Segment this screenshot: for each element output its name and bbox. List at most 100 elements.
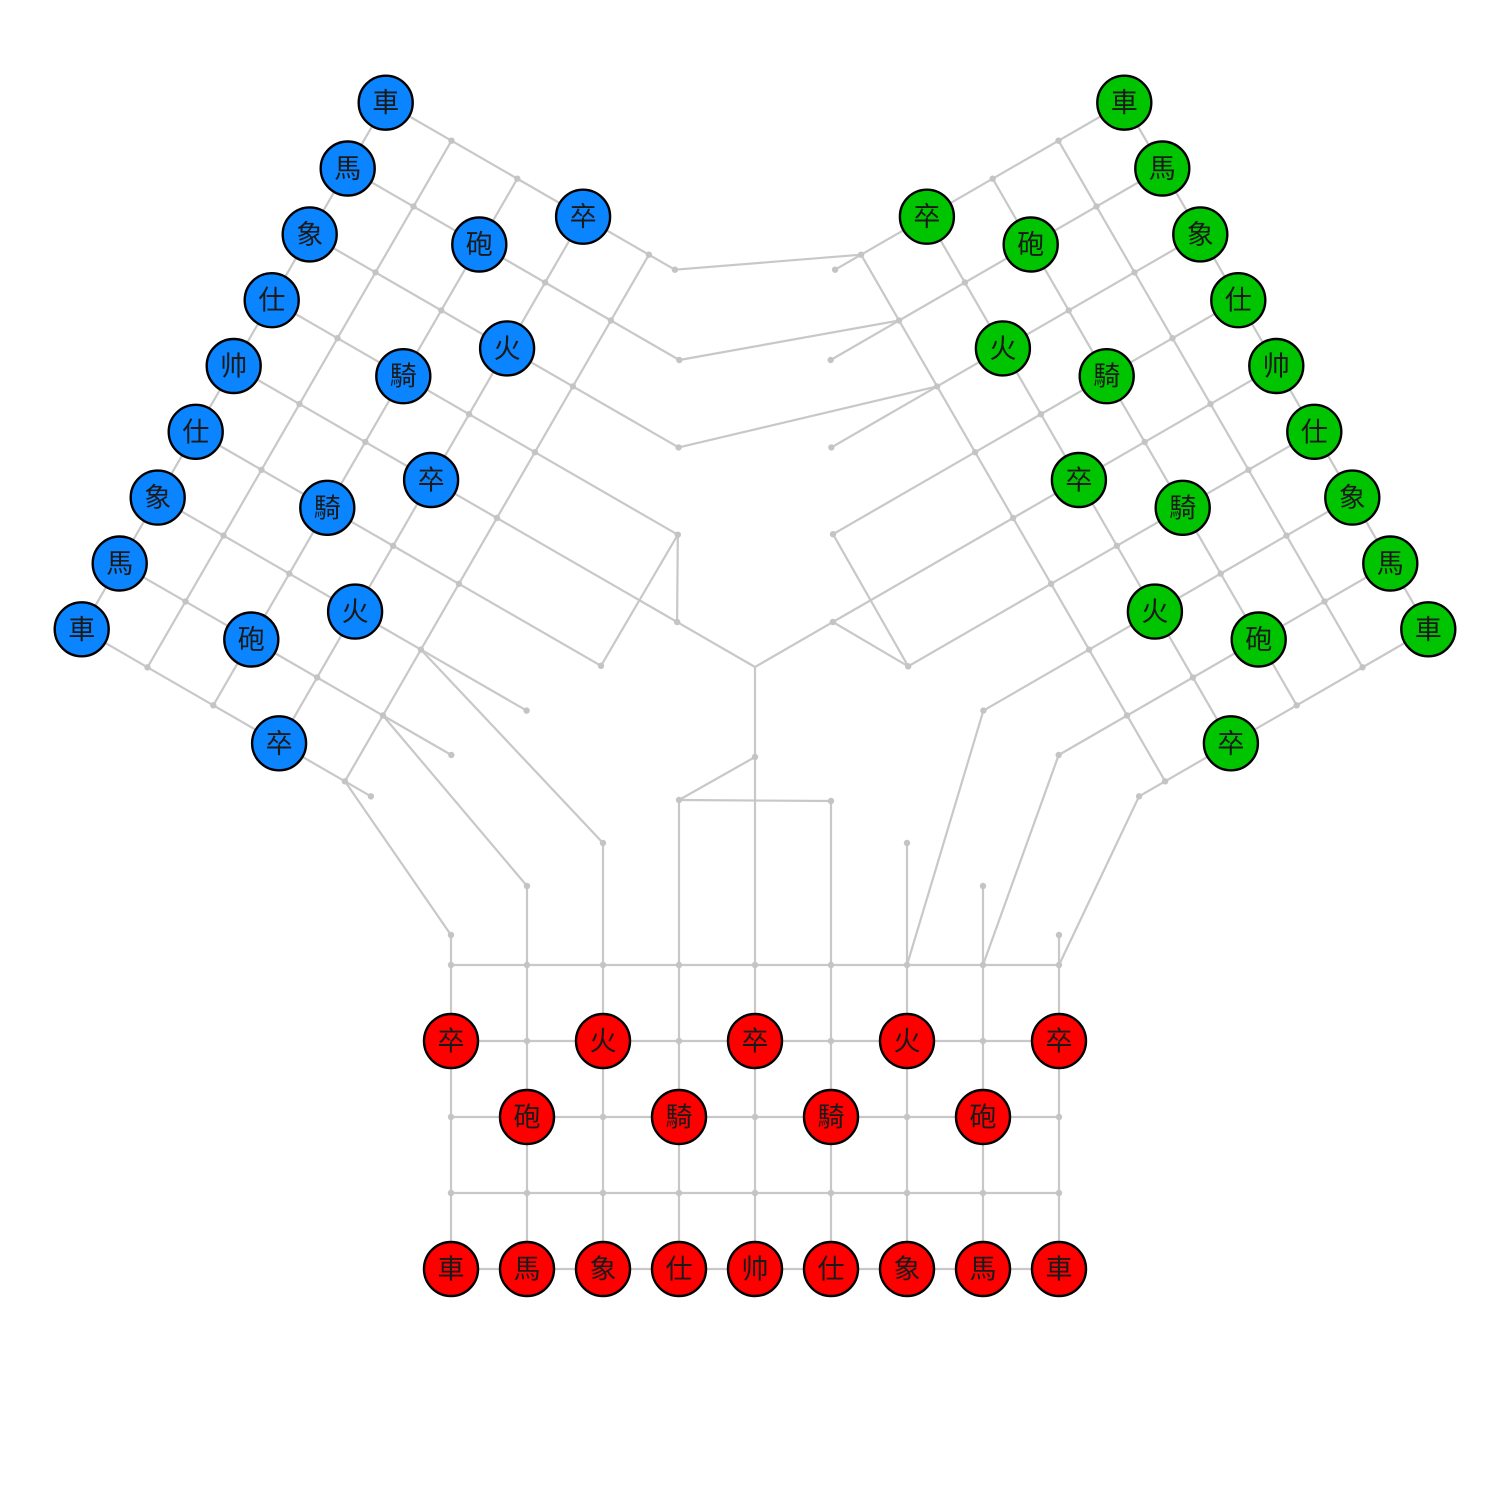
blue-piece-second_rank-2[interactable]: 騎 (299, 479, 356, 536)
grid-point[interactable] (831, 266, 839, 273)
grid-point[interactable] (182, 598, 189, 605)
red-piece-back_rank-3[interactable]: 仕 (650, 1240, 708, 1298)
grid-point[interactable] (933, 383, 941, 390)
red-piece-front_rank-1[interactable]: 火 (574, 1012, 632, 1070)
grid-point[interactable] (1245, 466, 1252, 473)
grid-point[interactable] (1283, 532, 1290, 539)
grid-point[interactable] (827, 797, 835, 805)
grid-point[interactable] (979, 1037, 987, 1045)
grid-point[interactable] (607, 317, 615, 324)
blue-piece-back_rank-1[interactable]: 馬 (319, 140, 376, 197)
grid-point[interactable] (389, 542, 397, 549)
grid-point[interactable] (1037, 411, 1045, 418)
grid-point[interactable] (334, 335, 341, 342)
grid-point[interactable] (523, 961, 531, 969)
green-piece-front_rank-3[interactable]: 火 (974, 320, 1032, 377)
grid-point[interactable] (465, 411, 473, 418)
grid-point[interactable] (341, 778, 349, 785)
grid-point[interactable] (523, 882, 531, 890)
grid-point[interactable] (673, 618, 681, 626)
blue-piece-front_rank-4[interactable]: 卒 (250, 715, 308, 772)
green-piece-back_rank-3[interactable]: 仕 (1286, 403, 1343, 460)
grid-point[interactable] (1321, 598, 1328, 605)
grid-point[interactable] (379, 712, 387, 719)
blue-piece-back_rank-2[interactable]: 象 (281, 206, 338, 263)
grid-point[interactable] (676, 356, 683, 364)
grid-point[interactable] (989, 175, 996, 182)
red-piece-back_rank-8[interactable]: 車 (1030, 1240, 1088, 1298)
red-piece-second_rank-3[interactable]: 砲 (954, 1088, 1012, 1146)
grid-point[interactable] (895, 317, 903, 324)
grid-point[interactable] (979, 1189, 987, 1197)
grid-point[interactable] (1009, 514, 1017, 522)
grid-point[interactable] (448, 751, 455, 759)
grid-point[interactable] (1189, 674, 1197, 681)
grid-point[interactable] (1055, 1113, 1063, 1121)
grid-point[interactable] (829, 618, 837, 626)
red-piece-second_rank-2[interactable]: 騎 (802, 1088, 860, 1146)
grid-point[interactable] (417, 646, 425, 653)
grid-point[interactable] (751, 753, 759, 761)
grid-point[interactable] (447, 1189, 455, 1197)
red-piece-second_rank-1[interactable]: 騎 (650, 1088, 708, 1146)
grid-point[interactable] (367, 793, 375, 800)
grid-point[interactable] (599, 1113, 607, 1121)
grid-point[interactable] (1135, 793, 1143, 800)
red-piece-back_rank-0[interactable]: 車 (422, 1240, 480, 1298)
grid-point[interactable] (296, 400, 303, 408)
green-piece-front_rank-0[interactable]: 卒 (1202, 715, 1260, 772)
red-piece-front_rank-4[interactable]: 卒 (1030, 1012, 1088, 1070)
grid-point[interactable] (675, 1189, 683, 1197)
grid-point[interactable] (979, 882, 987, 890)
green-piece-second_rank-2[interactable]: 騎 (1078, 348, 1135, 405)
grid-point[interactable] (523, 707, 530, 714)
grid-point[interactable] (541, 279, 549, 286)
red-piece-back_rank-5[interactable]: 仕 (802, 1240, 860, 1298)
grid-point[interactable] (1131, 269, 1138, 276)
grid-point[interactable] (1161, 778, 1169, 785)
blue-piece-second_rank-0[interactable]: 砲 (451, 216, 508, 273)
grid-point[interactable] (675, 444, 682, 451)
grid-point[interactable] (751, 961, 759, 969)
grid-point[interactable] (438, 307, 445, 314)
red-piece-second_rank-0[interactable]: 砲 (498, 1088, 556, 1146)
grid-point[interactable] (599, 961, 607, 969)
green-piece-back_rank-8[interactable]: 車 (1096, 74, 1153, 131)
grid-point[interactable] (675, 1037, 683, 1045)
grid-point[interactable] (828, 444, 835, 451)
grid-point[interactable] (210, 702, 217, 709)
grid-point[interactable] (313, 674, 321, 681)
grid-point[interactable] (903, 961, 911, 969)
grid-point[interactable] (905, 663, 912, 670)
blue-piece-second_rank-1[interactable]: 騎 (375, 348, 432, 405)
blue-piece-back_rank-4[interactable]: 帅 (205, 337, 262, 395)
grid-point[interactable] (645, 251, 653, 258)
grid-point[interactable] (979, 961, 987, 969)
grid-point[interactable] (447, 931, 455, 939)
blue-piece-back_rank-0[interactable]: 車 (357, 74, 414, 131)
grid-point[interactable] (531, 449, 539, 456)
grid-point[interactable] (1055, 137, 1062, 144)
blue-piece-front_rank-1[interactable]: 火 (478, 320, 536, 377)
grid-point[interactable] (1141, 438, 1148, 446)
grid-point[interactable] (675, 961, 683, 969)
grid-point[interactable] (827, 1189, 835, 1197)
green-piece-back_rank-5[interactable]: 仕 (1210, 272, 1267, 329)
grid-point[interactable] (1293, 702, 1300, 709)
grid-point[interactable] (599, 839, 607, 847)
red-piece-front_rank-2[interactable]: 卒 (726, 1012, 784, 1070)
grid-point[interactable] (448, 137, 455, 144)
grid-point[interactable] (144, 664, 151, 671)
blue-piece-front_rank-3[interactable]: 火 (326, 583, 384, 640)
grid-point[interactable] (597, 662, 605, 669)
green-piece-second_rank-3[interactable]: 砲 (1002, 216, 1059, 273)
grid-point[interactable] (1093, 203, 1100, 210)
red-piece-front_rank-0[interactable]: 卒 (422, 1012, 480, 1070)
blue-piece-back_rank-3[interactable]: 仕 (243, 272, 300, 329)
grid-point[interactable] (971, 449, 979, 456)
grid-point[interactable] (493, 514, 501, 522)
grid-point[interactable] (1169, 335, 1176, 342)
grid-point[interactable] (1085, 646, 1093, 653)
grid-point[interactable] (1055, 961, 1063, 969)
grid-point[interactable] (751, 1189, 759, 1197)
